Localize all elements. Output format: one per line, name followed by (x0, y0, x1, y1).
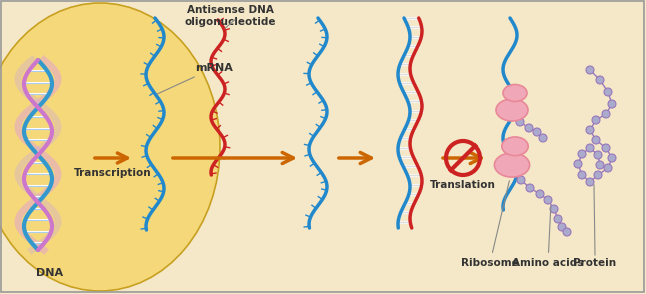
Circle shape (586, 144, 594, 152)
Circle shape (596, 76, 604, 84)
Circle shape (594, 151, 602, 159)
Circle shape (536, 190, 544, 198)
Circle shape (578, 171, 586, 179)
Text: Transcription: Transcription (74, 168, 152, 178)
Circle shape (592, 136, 600, 144)
Circle shape (602, 144, 610, 152)
Ellipse shape (502, 137, 528, 156)
Text: Translation: Translation (430, 180, 496, 190)
Circle shape (592, 116, 600, 124)
Ellipse shape (503, 84, 527, 101)
Text: DNA: DNA (36, 268, 63, 278)
Circle shape (517, 176, 525, 184)
Circle shape (544, 196, 552, 204)
Circle shape (586, 178, 594, 186)
Text: Protein: Protein (574, 258, 616, 268)
Circle shape (604, 88, 612, 96)
Circle shape (602, 110, 610, 118)
Circle shape (516, 118, 524, 126)
Circle shape (604, 164, 612, 172)
Circle shape (596, 161, 604, 169)
Circle shape (550, 205, 558, 213)
Circle shape (539, 134, 547, 142)
Circle shape (586, 126, 594, 134)
Ellipse shape (494, 153, 530, 177)
Circle shape (554, 215, 562, 223)
Ellipse shape (0, 3, 220, 291)
Text: mRNA: mRNA (158, 63, 233, 94)
Circle shape (525, 124, 533, 132)
Circle shape (558, 223, 566, 231)
Text: Amino acids: Amino acids (512, 206, 584, 268)
Circle shape (594, 171, 602, 179)
Circle shape (574, 160, 582, 168)
Circle shape (533, 128, 541, 136)
Circle shape (563, 228, 571, 236)
Text: Antisense DNA
oligonucleotide: Antisense DNA oligonucleotide (184, 5, 276, 27)
Circle shape (608, 100, 616, 108)
Text: Ribosome: Ribosome (461, 181, 519, 268)
Ellipse shape (496, 99, 528, 121)
Circle shape (526, 184, 534, 192)
Circle shape (608, 154, 616, 162)
Circle shape (578, 150, 586, 158)
Circle shape (586, 66, 594, 74)
